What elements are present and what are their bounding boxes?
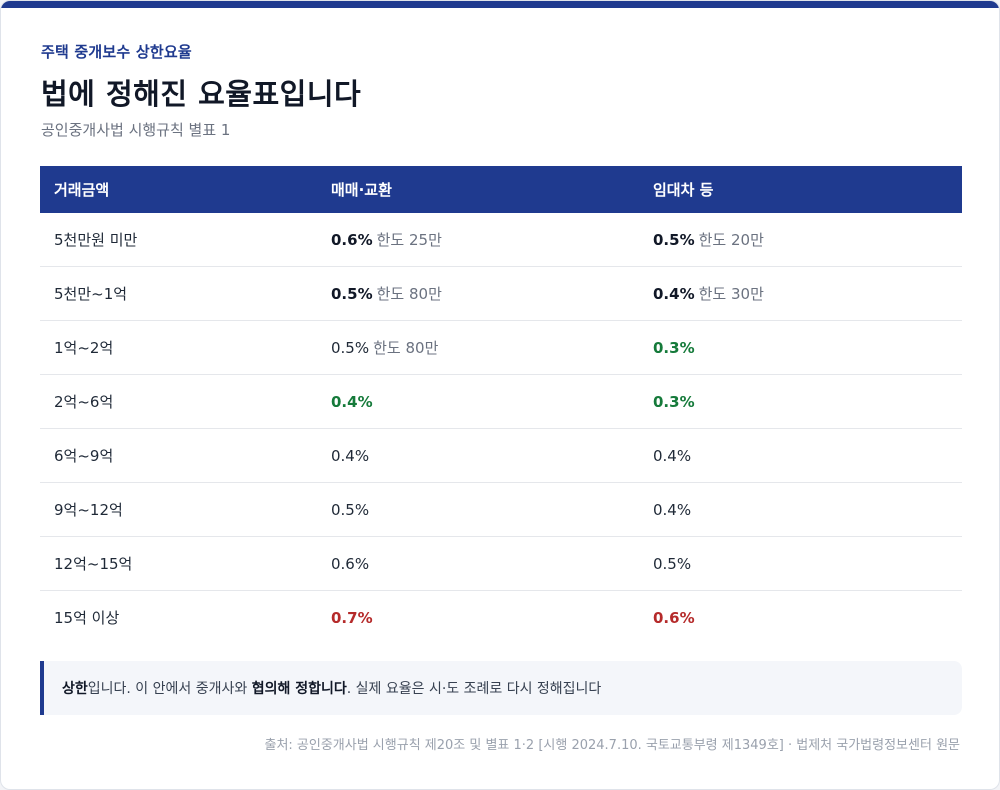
sale-rate: 0.4%	[331, 392, 373, 411]
table-row: 2억~6억 0.4% 0.3%	[40, 374, 962, 429]
lease-rate: 0.4%	[653, 500, 692, 519]
lease-cap: 한도 20만	[698, 231, 764, 249]
sale-rate: 0.4%	[331, 446, 370, 465]
table-row: 12억~15억 0.6% 0.5%	[40, 536, 962, 591]
lease-rate: 0.3%	[653, 338, 695, 357]
lease-cell: 0.3%	[639, 374, 962, 429]
sale-rate: 0.5%	[331, 339, 370, 357]
eyebrow-label: 주택 중개보수 상한요율	[41, 43, 192, 61]
cap-note-callout: 상한입니다. 이 안에서 중개사와 협의해 정합니다. 실제 요율은 시·도 조…	[40, 661, 962, 715]
sale-cell: 0.7%	[317, 591, 639, 645]
table-row: 5천만원 미만 0.6% 한도 25만 0.5% 한도 20만	[40, 213, 962, 267]
lease-rate: 0.5%	[653, 554, 692, 573]
amount-cell: 12억~15억	[40, 536, 317, 591]
lease-rate: 0.3%	[653, 392, 695, 411]
sale-cap: 한도 80만	[373, 339, 439, 357]
fee-rate-table: 거래금액 매매·교환 임대차 등 5천만원 미만 0.6% 한도 25만 0.5%…	[40, 166, 962, 644]
amount-cell: 6억~9억	[40, 428, 317, 483]
sale-cell: 0.4%	[317, 428, 639, 483]
table-row: 15억 이상 0.7% 0.6%	[40, 591, 962, 645]
amount-cell: 5천만원 미만	[40, 213, 317, 267]
table-row: 9억~12억 0.5% 0.4%	[40, 482, 962, 537]
table-row: 1억~2억 0.5% 한도 80만 0.3%	[40, 320, 962, 375]
sale-rate: 0.5%	[331, 500, 370, 519]
lease-cell: 0.3%	[639, 320, 962, 375]
sale-rate: 0.5%	[331, 285, 373, 303]
sale-cap: 한도 25만	[376, 231, 442, 249]
lease-cap: 한도 30만	[698, 285, 764, 303]
sale-cell: 0.5% 한도 80만	[317, 266, 639, 321]
amount-cell: 1억~2억	[40, 320, 317, 375]
sale-cell: 0.5%	[317, 482, 639, 537]
note-text-end: . 실제 요율은 시·도 조례로 다시 정해집니다	[346, 681, 602, 697]
page-subtitle: 공인중개사법 시행규칙 별표 1	[41, 121, 231, 139]
lease-rate: 0.4%	[653, 446, 692, 465]
sale-rate: 0.7%	[331, 608, 373, 627]
sale-cell: 0.4%	[317, 374, 639, 429]
sale-cell: 0.6%	[317, 536, 639, 591]
header-sale: 매매·교환	[317, 166, 639, 213]
amount-cell: 9억~12억	[40, 482, 317, 537]
table-row: 5천만~1억 0.5% 한도 80만 0.4% 한도 30만	[40, 266, 962, 321]
note-text: 입니다. 이 안에서 중개사와	[87, 681, 252, 697]
amount-cell: 15억 이상	[54, 609, 120, 627]
sale-cell: 0.5% 한도 80만	[317, 320, 639, 375]
lease-rate: 0.5%	[653, 231, 695, 249]
sale-cell: 0.6% 한도 25만	[317, 213, 639, 267]
source-citation: 출처: 공인중개사법 시행규칙 제20조 및 별표 1·2 [시행 2024.7…	[264, 738, 960, 753]
sale-rate: 0.6%	[331, 231, 373, 249]
amount-cell: 5천만~1억	[40, 266, 317, 321]
sale-cap: 한도 80만	[376, 285, 442, 303]
lease-cell: 0.4% 한도 30만	[639, 266, 962, 321]
page-title: 법에 정해진 요율표입니다	[41, 77, 362, 111]
header-lease: 임대차 등	[639, 166, 962, 213]
lease-cell: 0.4%	[639, 428, 962, 483]
lease-cell: 0.5%	[639, 536, 962, 591]
note-emphasis-negotiate: 협의해 정합니다	[251, 681, 347, 697]
top-accent-bar	[1, 1, 999, 8]
sale-rate: 0.6%	[331, 554, 370, 573]
amount-cell: 2억~6억	[40, 374, 317, 429]
lease-rate: 0.4%	[653, 285, 695, 303]
table-row: 6억~9억 0.4% 0.4%	[40, 428, 962, 483]
lease-cell: 0.4%	[639, 482, 962, 537]
lease-cell: 0.6%	[639, 591, 962, 645]
lease-rate: 0.6%	[653, 608, 695, 627]
note-emphasis-cap: 상한	[62, 681, 88, 697]
table-header-row: 거래금액 매매·교환 임대차 등	[40, 166, 962, 213]
header-amount: 거래금액	[40, 166, 317, 213]
lease-cell: 0.5% 한도 20만	[639, 213, 962, 267]
